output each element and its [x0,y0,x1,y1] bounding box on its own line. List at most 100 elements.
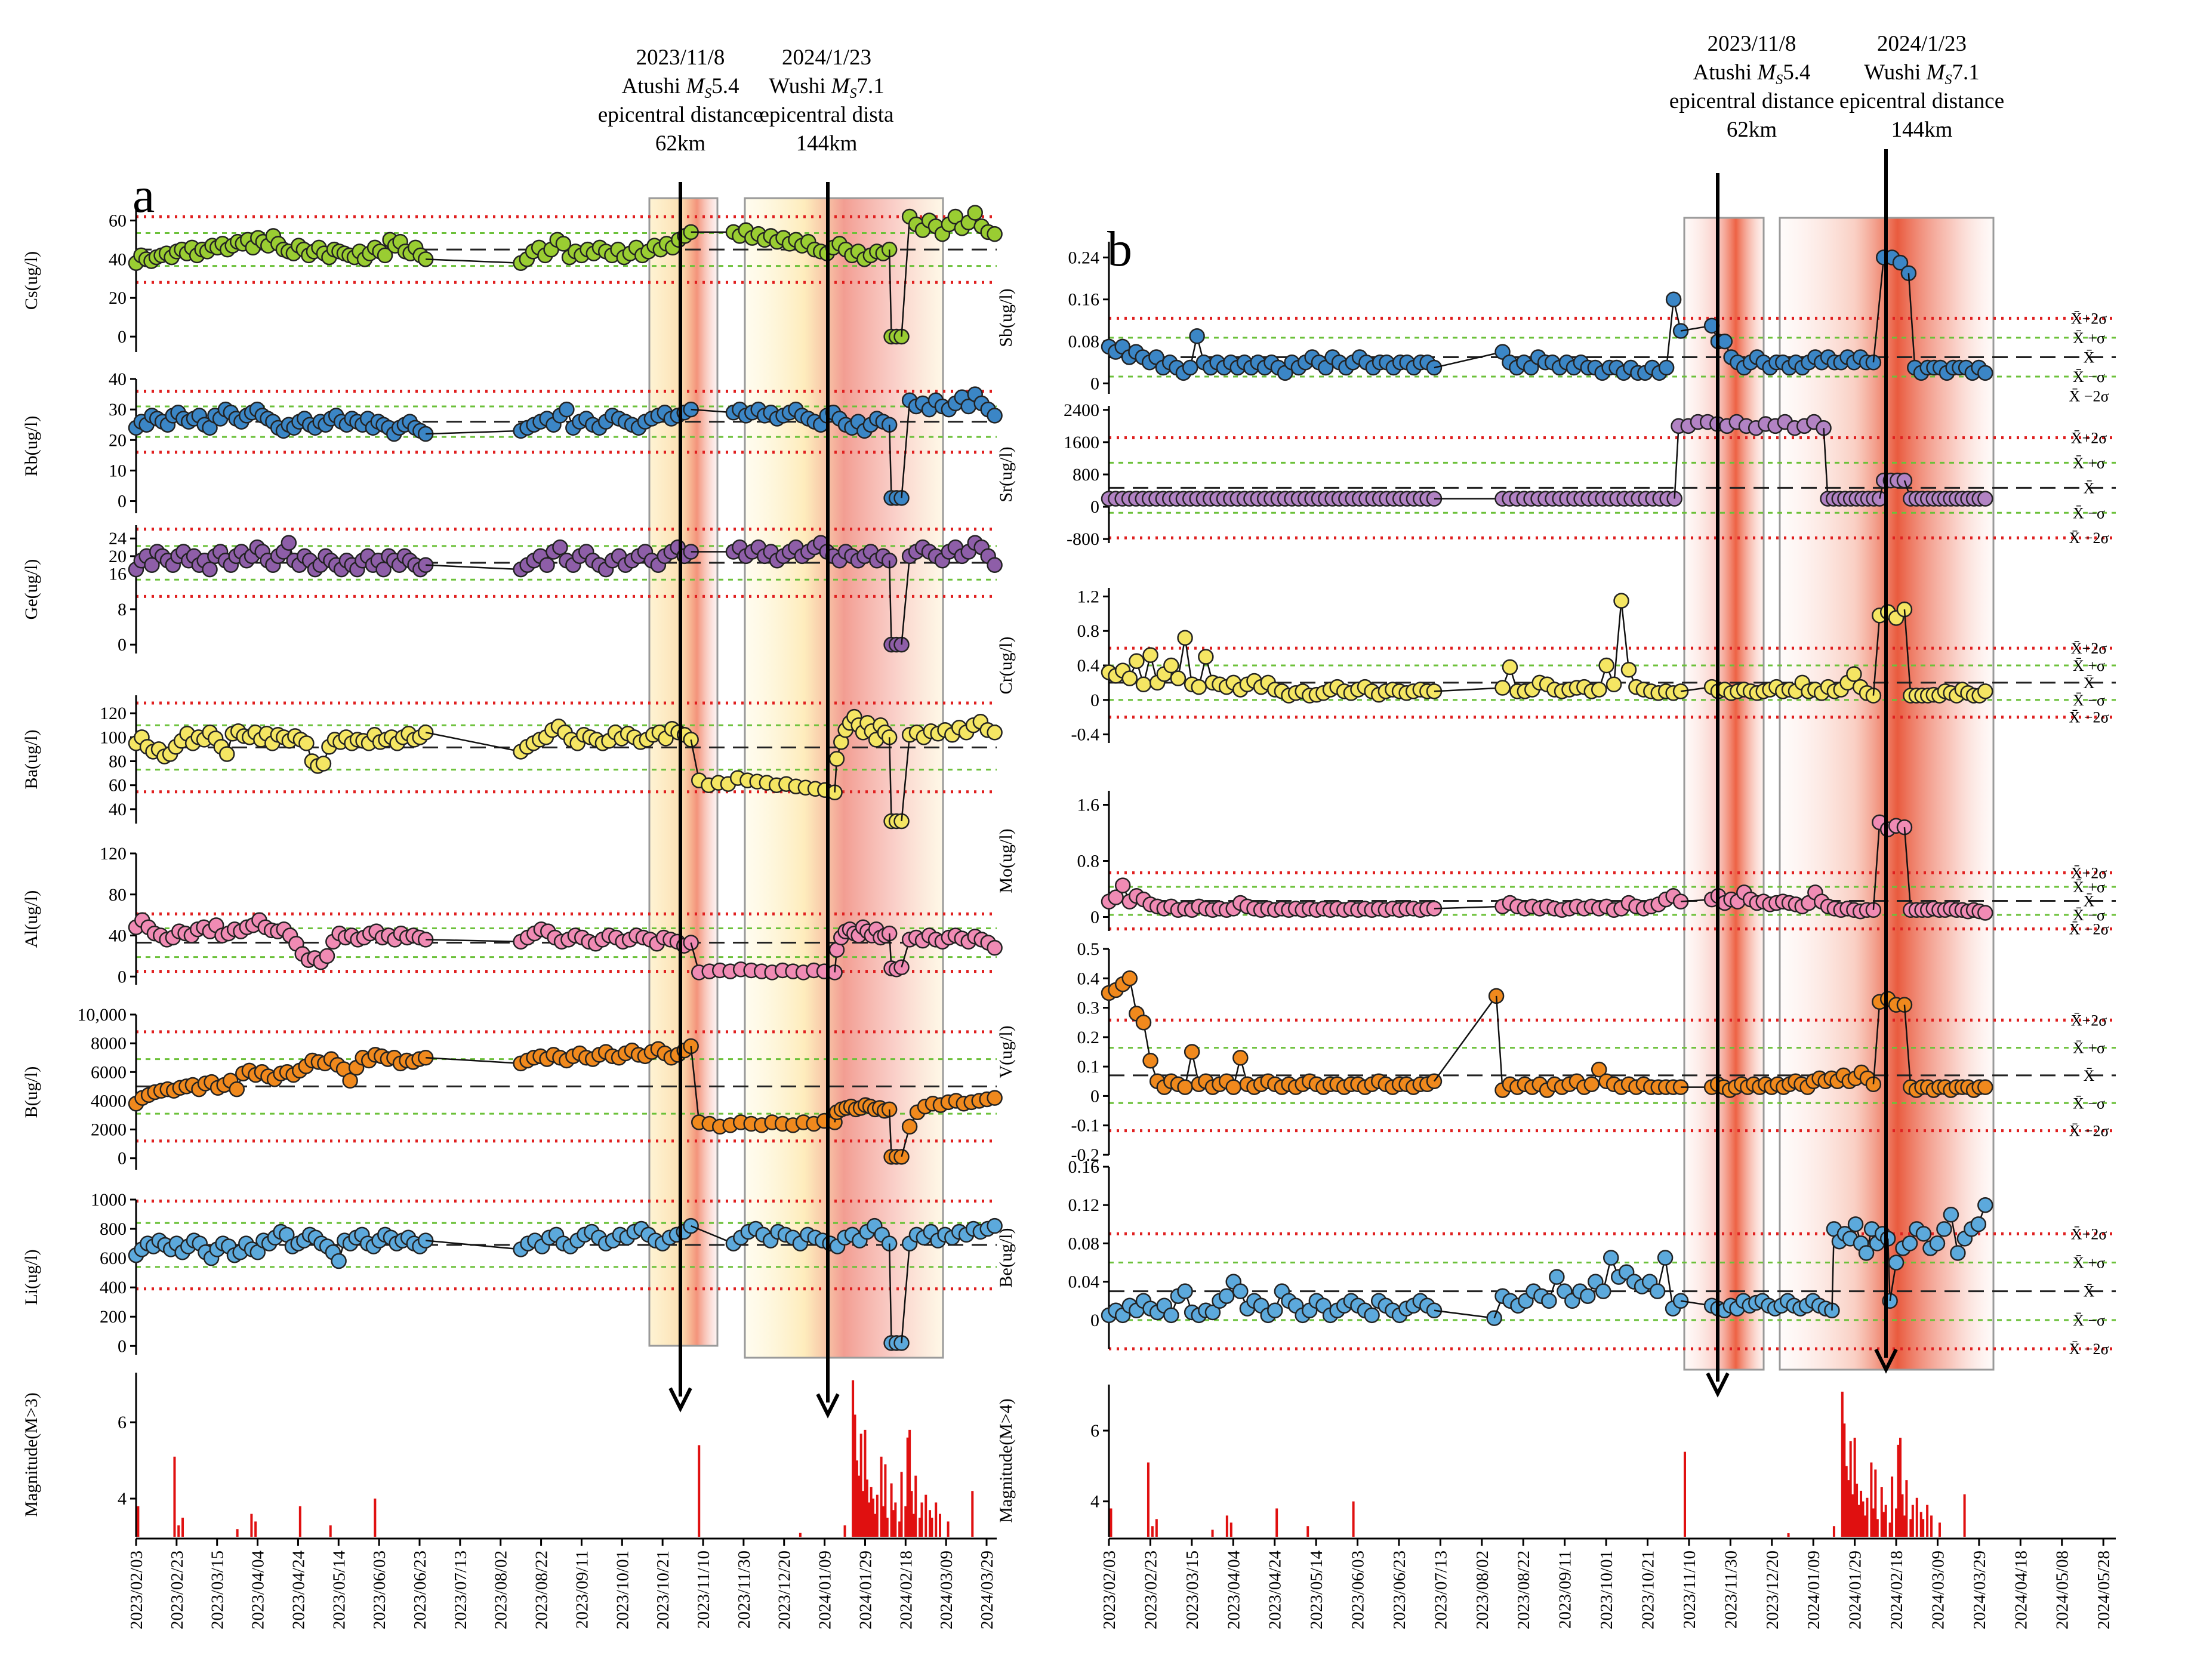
magnitude-symbol: M [1756,60,1777,85]
data-point [315,756,332,772]
event-arrow-head [816,1393,840,1419]
data-point [1929,1235,1946,1251]
y-tick-label: 120 [100,704,127,723]
x-tick-label: 2023/12/20 [1763,1550,1782,1629]
subplot-magnitude: 4 6 Magnitude(M>4) [996,1385,1966,1537]
magnitude-value: 7.1 [856,74,884,98]
y-tick-label: 30 [109,400,127,420]
y-axis-label: Ge(ug/l) [21,559,41,620]
y-tick-label: 0 [1090,1086,1099,1106]
y-tick-label: 0.1 [1077,1057,1100,1077]
y-tick-label: 0.16 [1068,1157,1100,1177]
y-tick-label: 4000 [91,1091,127,1111]
y-tick-label: 20 [109,547,127,566]
event-name: Atushi MS5.4 [1693,60,1810,88]
magnitude-subscript: S [849,86,856,101]
series-connector [1434,905,1503,910]
series-connector [901,1243,911,1343]
subplot-magnitude: 4 6 Magnitude(M>3) [21,1373,974,1537]
y-tick-label: 0 [1090,691,1099,710]
x-tick-label: 2024/03/29 [1970,1550,1989,1629]
y-tick-label: 600 [100,1249,127,1268]
sigma-label: X̄+2σ [2071,310,2107,327]
data-point [1218,1288,1235,1304]
x-tick-label: 2023/07/13 [451,1550,470,1629]
x-tick-label: 2023/08/22 [1514,1550,1533,1629]
x-tick-label: 2024/03/29 [978,1550,997,1629]
data-point [987,1217,1003,1234]
subplot-mo: X̄+2σX̄ +σX̄X̄ −σX̄ −2σ 0 0.8 1.6 Mo(ug/l) [996,791,2116,938]
data-point [1177,1283,1193,1299]
event-place: Wushi [1864,60,1926,85]
data-point [1135,1014,1152,1031]
y-tick-label: 0.08 [1068,332,1100,352]
data-point [987,725,1003,741]
subplot-sr: X̄+2σ X̄ +σ X̄ X̄ −σ X̄ −2σ -800 0 800 1600 2400 S… [996,400,2116,549]
data-point [202,561,218,578]
x-tick-label: 2023/06/23 [411,1550,430,1629]
y-tick-label: 1.2 [1077,587,1100,606]
series-connector [426,1056,521,1065]
x-tick-label: 2023/03/15 [208,1550,227,1629]
y-tick-label: 6 [118,1413,127,1432]
series-connector [426,1240,521,1250]
data-point [1184,1044,1200,1060]
y-tick-label: 6 [1090,1421,1099,1441]
y-tick-label: 0 [118,327,127,347]
event-date: 2023/11/8 [1708,32,1796,56]
event-arrow-head [668,1387,692,1413]
magnitude-symbol: M [1926,60,1946,85]
data-point [1902,1235,1918,1251]
magnitude-value: 5.4 [1783,60,1810,85]
data-point [1494,680,1511,696]
y-tick-label: 0.16 [1068,290,1100,310]
series-connector [1872,615,1881,696]
sigma-label: X̄ +σ [2073,878,2105,896]
x-tick-label: 2023/10/21 [1639,1550,1658,1629]
series-connector [1872,1001,1881,1084]
y-tick-label: 120 [100,844,127,864]
data-point [987,408,1003,424]
x-tick-label: 2024/05/08 [2053,1550,2072,1629]
data-point [1605,676,1622,693]
data-point [1163,657,1179,674]
magnitude-symbol: M [831,74,851,98]
event-distance-value: 62km [1727,118,1777,142]
magnitude-symbol: M [685,74,705,98]
y-tick-label: 4 [1090,1492,1099,1512]
x-tick-label: 2024/01/29 [856,1550,875,1629]
data-point [1977,491,1993,507]
y-tick-label: 0.2 [1077,1028,1100,1047]
sigma-label: X̄ [2084,349,2095,366]
data-point [1232,1050,1249,1066]
series-connector [901,400,911,498]
event-date: 2023/11/8 [636,45,725,70]
event-distance-value: 144km [796,131,858,156]
x-tick-label: 2023/06/23 [1390,1550,1409,1629]
sigma-label: X̄ +σ [2073,1254,2105,1272]
x-tick-label: 2023/09/11 [1556,1550,1575,1629]
series-connector [426,258,521,264]
data-point [828,751,845,767]
series-line [1108,976,1435,1089]
sigma-label: X̄ [2084,674,2095,692]
y-tick-label: 0.04 [1068,1272,1100,1292]
data-point [1888,1254,1905,1271]
y-tick-label: 0.8 [1077,852,1100,871]
data-point [1665,291,1682,307]
sigma-label: X̄ [2084,892,2095,910]
x-tick-label: 2023/09/11 [572,1550,591,1629]
data-point [559,401,575,418]
y-tick-label: -0.1 [1071,1116,1100,1136]
data-point [539,557,555,573]
data-point [1613,593,1629,609]
data-point [555,236,572,252]
data-point [1204,1304,1221,1321]
sigma-label: X̄ −2σ [2069,529,2109,547]
y-axis-label: Al(ug/l) [21,890,41,948]
x-tick-label: 2023/05/14 [1307,1550,1326,1630]
event-distance-label: epicentral distance [1839,89,2004,113]
x-tick-label: 2023/11/30 [1721,1550,1740,1629]
